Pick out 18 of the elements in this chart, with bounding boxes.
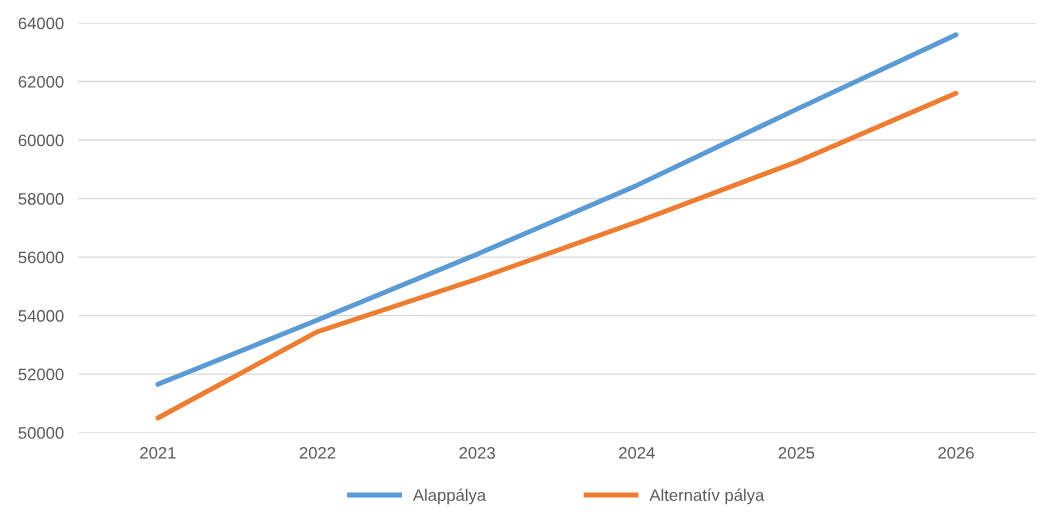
y-tick-label: 56000 — [18, 251, 64, 264]
x-tick-label: 2023 — [459, 446, 495, 459]
y-tick-label: 64000 — [18, 17, 64, 30]
line-series — [155, 90, 959, 421]
legend-label: Alternatív pálya — [649, 488, 765, 505]
line-series — [155, 32, 959, 387]
y-tick-label: 58000 — [18, 192, 64, 205]
y-tick-label: 52000 — [18, 368, 64, 381]
legend-label: Alappálya — [412, 488, 487, 505]
x-tick-label: 2024 — [619, 446, 655, 459]
y-tick-label: 54000 — [18, 310, 64, 322]
x-tick-label: 2026 — [938, 446, 974, 459]
x-tick-label: 2025 — [778, 446, 815, 459]
y-tick-label: 60000 — [18, 134, 64, 147]
x-tick-label: 2021 — [140, 446, 176, 459]
x-tick-label: 2022 — [299, 446, 336, 459]
y-tick-label: 62000 — [18, 75, 64, 88]
y-tick-label: 50000 — [18, 427, 64, 439]
